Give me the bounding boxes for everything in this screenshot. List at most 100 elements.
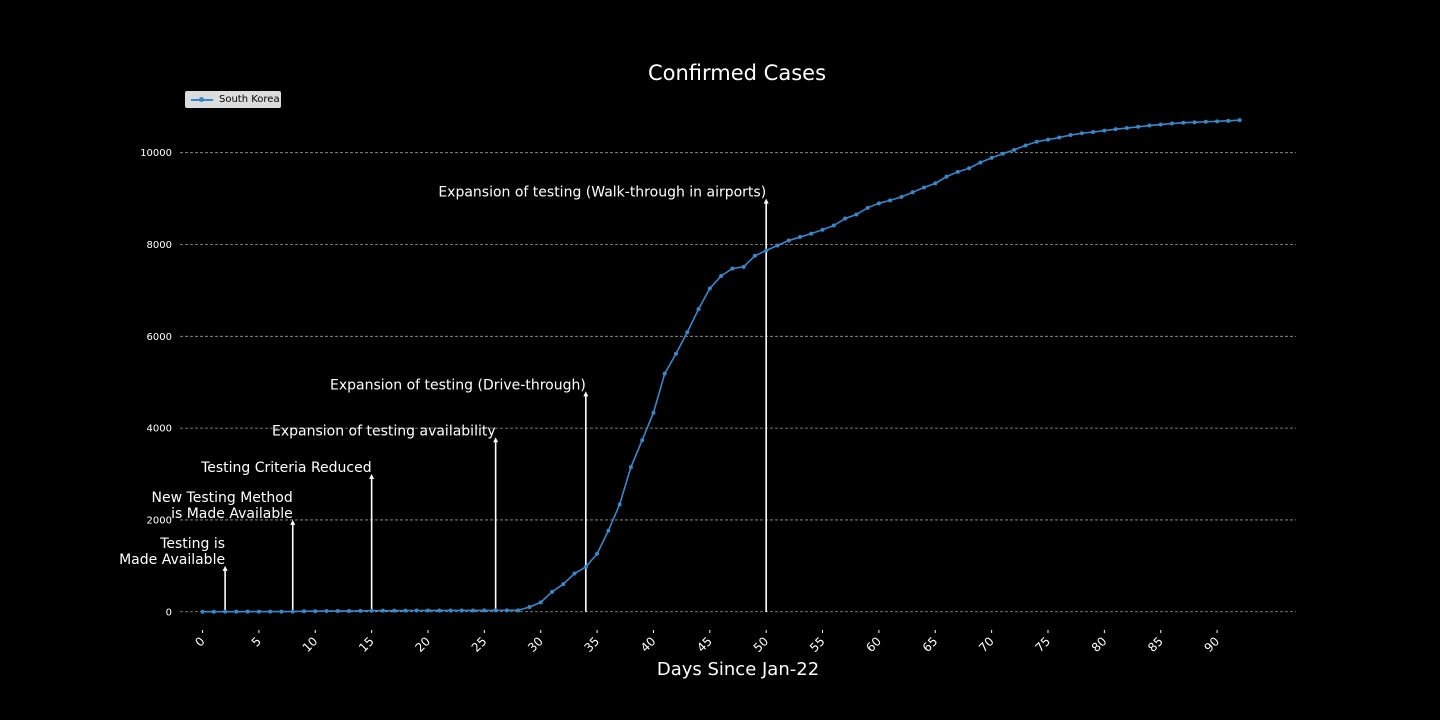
data-point — [651, 410, 656, 415]
data-point — [1192, 120, 1197, 125]
x-tick-label-50: 50 — [751, 634, 772, 655]
y-tick-label-2000: 2000 — [147, 515, 172, 526]
x-tick-label-60: 60 — [863, 634, 884, 655]
x-tick-label-45: 45 — [694, 634, 715, 655]
data-point — [1136, 124, 1141, 129]
data-point — [820, 227, 825, 232]
x-tick-label-25: 25 — [469, 634, 490, 655]
data-point — [268, 609, 273, 614]
data-point — [989, 155, 994, 160]
data-point — [1023, 143, 1028, 148]
data-point — [380, 608, 385, 613]
data-point — [245, 609, 250, 614]
data-point — [730, 266, 735, 271]
annotation-arrowhead-new-method — [290, 519, 296, 525]
data-point — [899, 194, 904, 199]
data-point — [888, 198, 893, 203]
x-tick-label-55: 55 — [807, 634, 828, 655]
x-tick-label-30: 30 — [525, 634, 546, 655]
data-point — [504, 608, 509, 613]
data-point — [414, 608, 419, 613]
data-point — [1147, 123, 1152, 128]
data-point — [234, 609, 239, 614]
data-point — [865, 205, 870, 210]
data-point — [448, 608, 453, 613]
data-point — [617, 502, 622, 507]
x-tick-label-70: 70 — [976, 634, 997, 655]
data-point — [719, 273, 724, 278]
annotation-arrowhead-criteria-reduced — [369, 474, 375, 480]
y-tick-label-6000: 6000 — [147, 332, 172, 343]
data-point — [313, 609, 318, 614]
data-point — [482, 608, 487, 613]
legend-label: South Korea — [219, 94, 280, 105]
y-tick-label-4000: 4000 — [147, 424, 172, 435]
data-point — [1012, 147, 1017, 152]
data-point — [1170, 121, 1174, 126]
data-point — [1079, 131, 1084, 136]
series-south-korea — [200, 118, 1242, 614]
annotation-text-walk-through-1: Expansion of testing (Walk-through in ai… — [438, 185, 766, 201]
data-point — [786, 238, 791, 243]
x-axis-ticks: 0 5 10 15 20 25 30 35 40 45 50 55 60 65 70 75 80 85 90 — [192, 630, 1222, 655]
x-tick-label-80: 80 — [1089, 634, 1110, 655]
y-axis-ticks: 0 2000 4000 6000 8000 10000 — [140, 148, 172, 618]
annotation-arrowhead-testing-available — [222, 565, 228, 571]
data-point — [798, 235, 802, 240]
data-point — [764, 248, 769, 253]
data-point — [358, 608, 363, 613]
y-tick-label-8000: 8000 — [147, 240, 172, 251]
data-point — [967, 166, 972, 171]
data-point — [1203, 119, 1208, 124]
x-tick-label-5: 5 — [249, 634, 264, 649]
x-tick-label-85: 85 — [1145, 634, 1166, 655]
annotation-arrowhead-availability — [493, 437, 499, 443]
data-point — [1226, 118, 1231, 123]
data-point — [752, 253, 757, 258]
data-point — [1181, 120, 1186, 125]
data-point — [1113, 127, 1118, 132]
data-point — [944, 174, 949, 179]
data-point — [290, 609, 295, 614]
x-tick-label-75: 75 — [1032, 634, 1053, 655]
x-tick-label-15: 15 — [356, 634, 377, 655]
data-point — [583, 564, 588, 569]
data-point — [707, 286, 712, 291]
data-point — [809, 231, 814, 236]
data-point — [437, 608, 442, 613]
data-point — [211, 609, 216, 614]
data-point — [279, 609, 284, 614]
data-point — [302, 609, 306, 614]
data-point — [223, 609, 228, 614]
y-tick-label-0: 0 — [166, 607, 172, 618]
data-point — [685, 330, 690, 335]
data-point — [910, 190, 915, 195]
data-point — [1102, 128, 1107, 133]
data-point — [854, 212, 859, 217]
data-point — [572, 571, 577, 576]
data-point — [978, 160, 983, 165]
data-point — [933, 181, 938, 186]
data-point — [876, 201, 881, 206]
data-point — [831, 223, 836, 228]
data-point — [324, 609, 329, 614]
data-point — [1057, 135, 1062, 140]
legend: South Korea — [185, 91, 281, 108]
data-point — [392, 608, 397, 613]
annotation-text-new-method-1: New Testing Method — [152, 490, 293, 506]
data-point — [741, 264, 746, 269]
gridlines — [180, 152, 1296, 613]
data-point — [347, 609, 352, 614]
data-point — [955, 169, 960, 174]
x-tick-label-0: 0 — [192, 634, 207, 649]
annotation-arrowhead-drive-through — [583, 391, 589, 397]
data-point — [538, 600, 543, 605]
data-point — [922, 185, 926, 190]
data-point — [843, 216, 848, 221]
x-tick-label-35: 35 — [582, 634, 603, 655]
data-point — [527, 604, 532, 609]
data-point — [426, 608, 430, 613]
data-point — [335, 609, 340, 614]
x-tick-label-65: 65 — [920, 634, 941, 655]
